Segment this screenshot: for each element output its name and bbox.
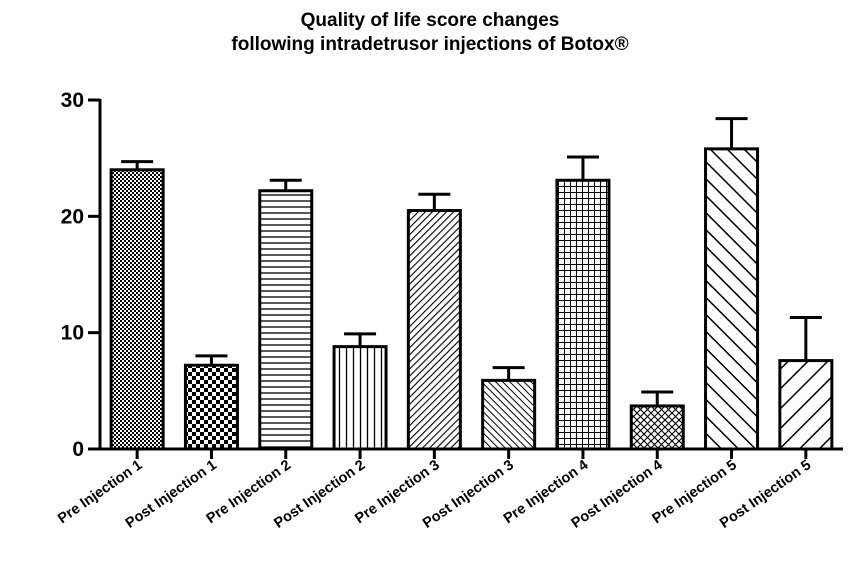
chart-title-line-2: following intradetrusor injections of Bo… <box>231 34 628 55</box>
bar <box>778 359 834 451</box>
bars <box>109 147 834 451</box>
bar <box>629 404 685 451</box>
y-tick-label: 0 <box>72 438 84 461</box>
bar <box>183 363 239 451</box>
bar <box>109 168 165 451</box>
y-tick-label: 10 <box>61 322 84 345</box>
bar <box>258 189 314 451</box>
bar <box>704 147 760 451</box>
bar <box>555 178 611 451</box>
bar <box>332 345 388 451</box>
bar <box>481 378 537 451</box>
chart-title-line-1: Quality of life score changes <box>301 10 560 31</box>
error-bars <box>121 117 822 406</box>
y-tick-label: 30 <box>61 89 84 112</box>
bar <box>406 209 462 451</box>
y-axis-ticks: 0 10 20 30 <box>61 89 100 461</box>
y-tick-label: 20 <box>61 205 84 228</box>
